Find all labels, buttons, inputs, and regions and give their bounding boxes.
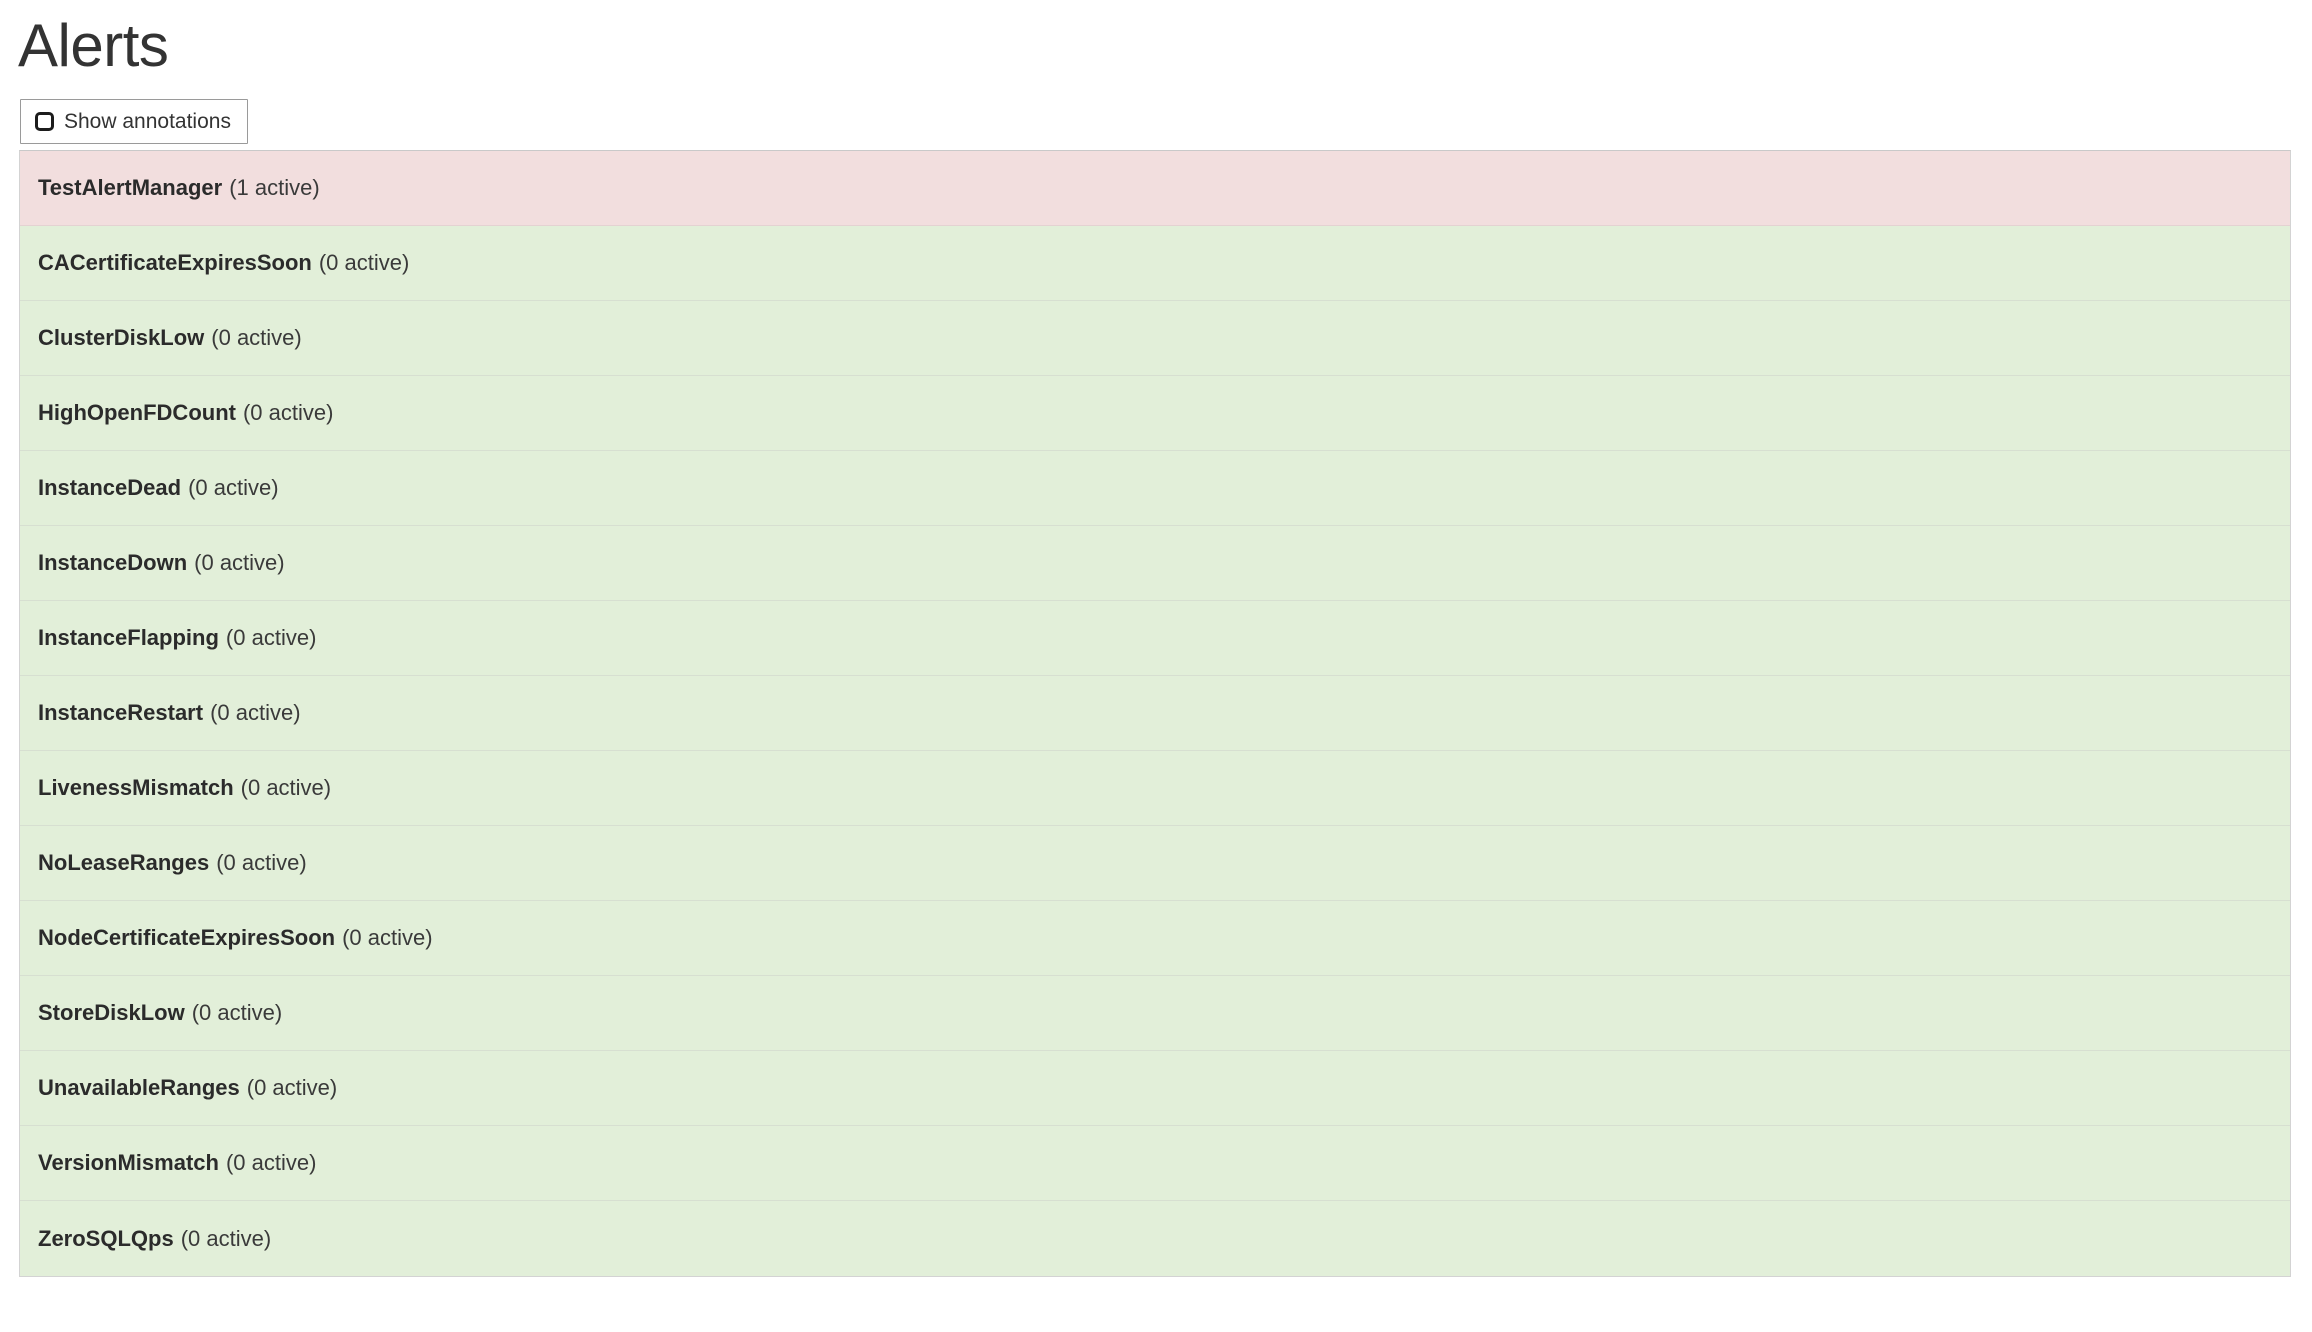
alert-rule-name: InstanceDead	[38, 475, 182, 500]
alert-active-count: (0 active)	[188, 475, 279, 500]
toolbar: Show annotations	[0, 77, 2312, 144]
alert-row[interactable]: TestAlertManager (1 active)	[20, 151, 2290, 226]
alert-rule-name: NodeCertificateExpiresSoon	[38, 925, 336, 950]
alert-active-count: (0 active)	[225, 625, 317, 650]
alert-row[interactable]: VersionMismatch (0 active)	[20, 1126, 2290, 1201]
alert-active-count: (0 active)	[246, 1075, 338, 1100]
alert-row[interactable]: InstanceRestart (0 active)	[20, 676, 2290, 751]
alert-active-count: (0 active)	[240, 775, 332, 800]
alert-row[interactable]: UnavailableRanges (0 active)	[20, 1051, 2290, 1126]
alert-rule-name: CACertificateExpiresSoon	[38, 250, 312, 275]
alert-rule-name: ClusterDiskLow	[38, 325, 205, 350]
alert-active-count: (0 active)	[194, 550, 285, 575]
page-title: Alerts	[18, 12, 169, 79]
alert-active-count: (0 active)	[225, 1150, 317, 1175]
alert-active-count: (0 active)	[210, 700, 301, 725]
alert-rule-name: UnavailableRanges	[38, 1075, 240, 1100]
alert-row[interactable]: StoreDiskLow (0 active)	[20, 976, 2290, 1051]
checkbox-unchecked-icon	[35, 112, 54, 131]
alert-rule-name: TestAlertManager	[38, 175, 223, 200]
show-annotations-label: Show annotations	[64, 110, 231, 133]
alert-rule-name: HighOpenFDCount	[38, 400, 236, 425]
alert-rule-name: InstanceFlapping	[38, 625, 219, 650]
alert-rule-name: VersionMismatch	[38, 1150, 219, 1175]
alert-rule-name: InstanceRestart	[38, 700, 204, 725]
alert-list: TestAlertManager (1 active) CACertificateE…	[19, 150, 2291, 1277]
alert-row[interactable]: CACertificateExpiresSoon (0 active)	[20, 226, 2290, 301]
alert-row[interactable]: ZeroSQLQps (0 active)	[20, 1201, 2290, 1276]
alert-active-count: (1 active)	[229, 175, 320, 200]
alert-active-count: (0 active)	[216, 850, 307, 875]
alert-rule-name: StoreDiskLow	[38, 1000, 185, 1025]
alert-active-count: (0 active)	[242, 400, 334, 425]
alert-row[interactable]: InstanceFlapping (0 active)	[20, 601, 2290, 676]
alert-active-count: (0 active)	[318, 250, 410, 275]
alert-row[interactable]: NoLeaseRanges (0 active)	[20, 826, 2290, 901]
alert-rule-name: InstanceDown	[38, 550, 188, 575]
alert-active-count: (0 active)	[342, 925, 433, 950]
alert-row[interactable]: InstanceDead (0 active)	[20, 451, 2290, 526]
alert-row[interactable]: HighOpenFDCount (0 active)	[20, 376, 2290, 451]
alert-active-count: (0 active)	[191, 1000, 283, 1025]
show-annotations-toggle[interactable]: Show annotations	[20, 99, 248, 144]
alert-row[interactable]: NodeCertificateExpiresSoon (0 active)	[20, 901, 2290, 976]
alert-active-count: (0 active)	[211, 325, 302, 350]
alert-row[interactable]: LivenessMismatch (0 active)	[20, 751, 2290, 826]
alert-row[interactable]: ClusterDiskLow (0 active)	[20, 301, 2290, 376]
alert-row[interactable]: InstanceDown (0 active)	[20, 526, 2290, 601]
alert-rule-name: LivenessMismatch	[38, 775, 234, 800]
alert-rule-name: NoLeaseRanges	[38, 850, 210, 875]
alerts-page: Alerts Show annotations TestAlertManager…	[0, 12, 2312, 1277]
alert-active-count: (0 active)	[180, 1225, 272, 1251]
alert-rule-name: ZeroSQLQps	[38, 1225, 174, 1251]
